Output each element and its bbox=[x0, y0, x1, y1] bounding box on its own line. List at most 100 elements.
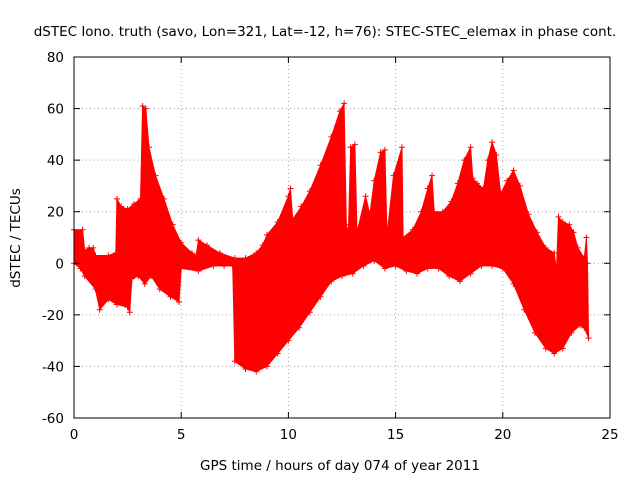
data-point-marker bbox=[124, 206, 131, 213]
data-point-marker bbox=[81, 273, 88, 280]
data-point-marker bbox=[448, 198, 455, 205]
data-point-marker bbox=[510, 167, 517, 174]
data-point-marker bbox=[139, 102, 146, 109]
data-point-marker bbox=[362, 193, 369, 200]
data-point-marker bbox=[216, 249, 223, 256]
plot-frame bbox=[73, 56, 611, 419]
data-point-marker bbox=[392, 262, 399, 269]
data-point-marker bbox=[461, 157, 468, 164]
data-point-marker bbox=[253, 368, 260, 375]
data-point-marker bbox=[424, 265, 431, 272]
y-tick-label: -20 bbox=[42, 308, 64, 324]
data-point-marker bbox=[525, 211, 532, 218]
series-area bbox=[73, 102, 590, 373]
y-tick-label: 60 bbox=[47, 102, 64, 118]
data-point-marker bbox=[105, 296, 112, 303]
y-axis-ticks: -60 -40 -20 0 20 40 60 80 bbox=[42, 50, 610, 427]
data-point-marker bbox=[585, 335, 592, 342]
data-point-marker bbox=[118, 203, 125, 210]
data-point-marker bbox=[493, 151, 500, 158]
data-point-marker bbox=[126, 309, 133, 316]
data-point-marker bbox=[467, 270, 474, 277]
chart-title: dSTEC Iono. truth (savo, Lon=321, Lat=-1… bbox=[34, 24, 617, 40]
y-axis-label: dSTEC / TECUs bbox=[8, 188, 24, 288]
data-point-marker bbox=[581, 255, 588, 262]
data-point-marker bbox=[531, 329, 538, 336]
data-point-marker bbox=[489, 262, 496, 269]
data-point-marker bbox=[551, 249, 558, 256]
data-point-marker bbox=[480, 185, 487, 192]
y-tick-label: 40 bbox=[47, 153, 64, 169]
data-point-marker bbox=[431, 208, 438, 215]
data-point-marker bbox=[566, 221, 573, 228]
data-point-marker bbox=[161, 195, 168, 202]
data-point-marker bbox=[467, 144, 474, 151]
data-point-marker bbox=[555, 213, 562, 220]
data-point-marker bbox=[360, 262, 367, 269]
x-tick-label: 10 bbox=[280, 427, 297, 443]
data-point-marker bbox=[193, 252, 200, 259]
data-point-marker bbox=[456, 278, 463, 285]
data-point-marker bbox=[574, 244, 581, 251]
data-point-marker bbox=[167, 293, 174, 300]
data-point-marker bbox=[341, 100, 348, 107]
data-point-marker bbox=[424, 185, 431, 192]
data-point-marker bbox=[306, 188, 313, 195]
data-point-marker bbox=[221, 262, 228, 269]
y-tick-label: -60 bbox=[42, 411, 64, 427]
data-point-marker bbox=[347, 144, 354, 151]
data-point-marker bbox=[296, 324, 303, 331]
data-point-marker bbox=[497, 190, 504, 197]
data-point-marker bbox=[169, 221, 176, 228]
data-point-marker bbox=[584, 260, 591, 267]
data-point-marker bbox=[146, 144, 153, 151]
data-point-marker bbox=[113, 301, 120, 308]
data-point-marker bbox=[521, 306, 528, 313]
data-point-marker bbox=[581, 324, 588, 331]
data-point-marker bbox=[484, 157, 491, 164]
data-point-marker bbox=[542, 345, 549, 352]
data-point-marker bbox=[317, 162, 324, 169]
data-point-marker bbox=[142, 105, 149, 112]
data-point-marker bbox=[289, 216, 296, 223]
y-tick-label: 0 bbox=[55, 256, 64, 272]
data-point-marker bbox=[384, 231, 391, 238]
data-point-marker bbox=[439, 208, 446, 215]
data-point-marker bbox=[259, 242, 266, 249]
x-tick-label: 20 bbox=[494, 427, 511, 443]
data-point-marker bbox=[371, 177, 378, 184]
data-point-marker bbox=[568, 329, 575, 336]
x-axis-ticks: 0 5 10 15 20 25 bbox=[70, 57, 619, 443]
data-point-marker bbox=[390, 172, 397, 179]
data-point-marker bbox=[92, 286, 99, 293]
data-point-marker bbox=[414, 270, 421, 277]
x-tick-label: 0 bbox=[70, 427, 79, 443]
series-markers bbox=[71, 100, 592, 375]
data-point-marker bbox=[178, 265, 185, 272]
data-point-marker bbox=[253, 249, 260, 256]
data-point-marker bbox=[489, 139, 496, 146]
data-point-marker bbox=[92, 252, 99, 259]
data-point-marker bbox=[551, 350, 558, 357]
data-point-marker bbox=[148, 273, 155, 280]
data-point-marker bbox=[534, 229, 541, 236]
data-point-marker bbox=[285, 337, 292, 344]
data-point-marker bbox=[377, 149, 384, 156]
data-point-marker bbox=[454, 180, 461, 187]
data-point-marker bbox=[328, 133, 335, 140]
data-point-marker bbox=[429, 172, 436, 179]
data-point-marker bbox=[409, 226, 416, 233]
data-point-marker bbox=[274, 350, 281, 357]
data-point-marker bbox=[231, 358, 238, 365]
data-point-marker bbox=[381, 146, 388, 153]
data-point-marker bbox=[176, 298, 183, 305]
x-tick-label: 5 bbox=[177, 427, 186, 443]
data-point-marker bbox=[112, 249, 119, 256]
data-point-marker bbox=[210, 262, 217, 269]
data-point-marker bbox=[371, 257, 378, 264]
data-point-marker bbox=[583, 234, 590, 241]
data-point-marker bbox=[399, 144, 406, 151]
data-point-marker bbox=[349, 270, 356, 277]
data-point-marker bbox=[128, 275, 135, 282]
data-point-marker bbox=[400, 234, 407, 241]
